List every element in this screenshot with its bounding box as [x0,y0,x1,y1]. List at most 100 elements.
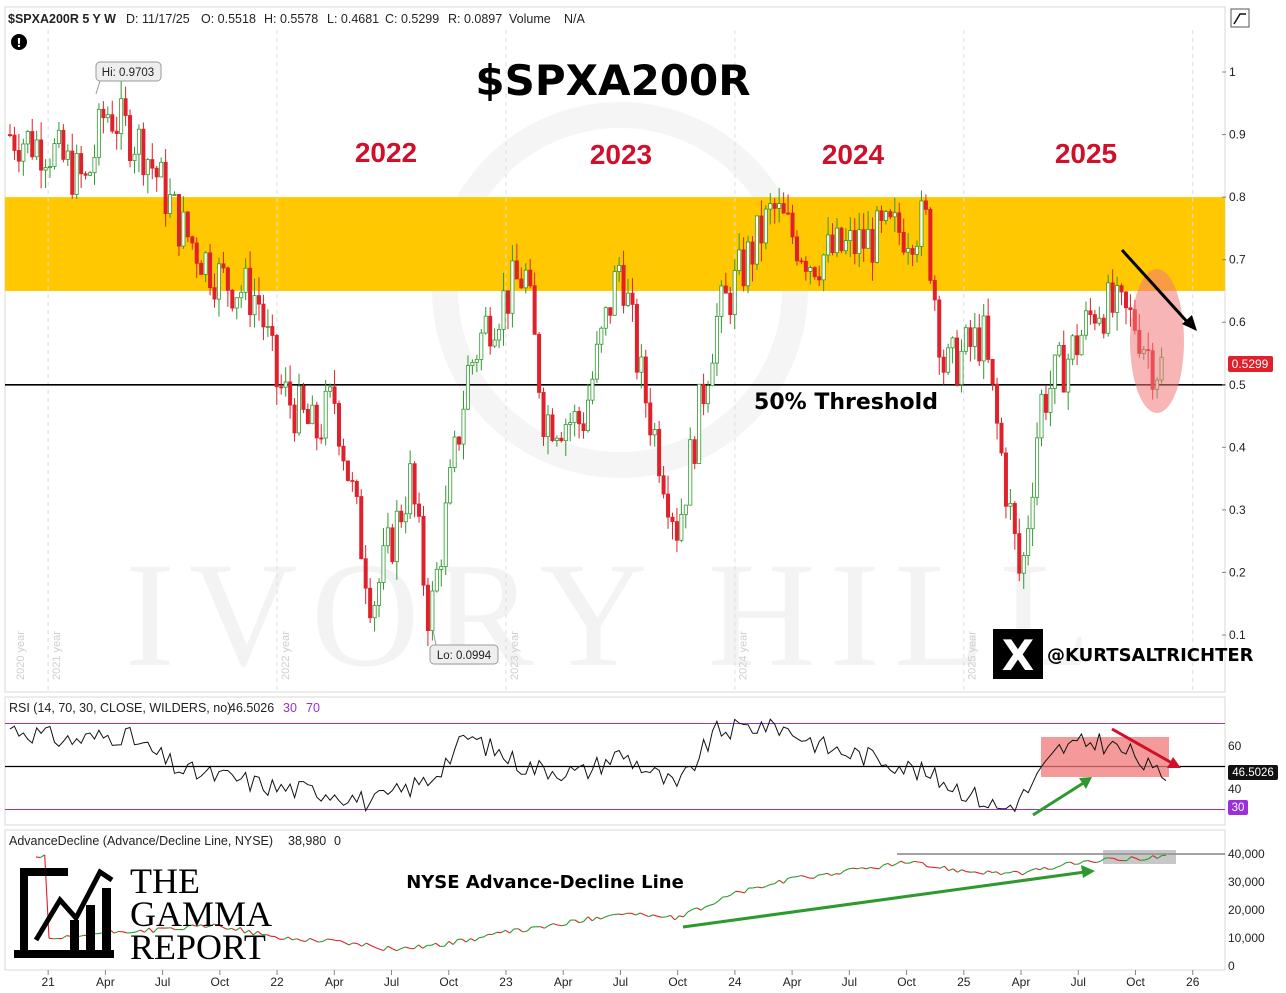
ad-line-segment [943,865,950,871]
ad-line-segment [822,872,828,875]
downtrend-arrowhead [1182,315,1197,331]
ad-line-segment [379,948,384,952]
candle-body [754,215,759,265]
price-axis-tick-label: 0.9 [1229,128,1246,142]
candle-body [457,436,462,445]
candle-body [243,267,248,293]
ad-line-segment [522,930,528,933]
rsi-down-arrowhead [1167,757,1181,768]
candle-body [692,439,697,464]
ad-line-segment [283,936,289,940]
ad-line-segment [114,930,119,934]
ad-line-segment [1078,860,1084,865]
candle-body [314,404,319,439]
ad-line-segment [853,867,858,870]
x-axis-tick-label: 24 [728,975,742,989]
candle-body [319,437,324,440]
vertical-year-label: 2021 year [51,631,63,680]
x-axis-tick-label: Jul [384,975,399,989]
ad-line-segment [787,876,793,879]
ad-line-segment [1144,858,1149,861]
candle-body [728,292,733,315]
alert-icon[interactable]: ! [11,34,27,50]
ad-line-segment [679,915,684,918]
candle-body [790,212,795,238]
header-volume: Volume [509,12,551,26]
rsi-down-arrow [1111,727,1173,765]
chart-title: $SPXA200R [475,56,750,105]
ad-axis-tick-label: 40,000 [1228,847,1265,861]
ad-line-segment [891,863,897,867]
candle-body [412,463,417,505]
ad-line-segment [465,938,471,943]
rsi-tick-40: 40 [1228,782,1242,796]
candle-body [759,215,764,244]
ad-line-segment [1126,856,1132,861]
candle-body [25,131,30,145]
ad-line-segment [909,860,915,864]
candle-body [923,200,928,210]
vertical-year-label: 2022 year [280,631,292,680]
x-axis-tick-label: Apr [1012,975,1031,989]
ad-line-segment [1135,857,1141,861]
ad-line-segment [526,926,532,932]
rsi-tick-60: 60 [1228,739,1242,753]
ad-line-segment [796,875,802,878]
ad-line-segment [631,912,636,916]
ad-line-segment [287,936,293,941]
ad-line-segment [539,926,545,929]
candle-body [683,504,688,515]
ad-line-segment [957,869,963,873]
candle-body [488,315,493,347]
candle-body [617,265,622,272]
ad-line-segment [422,944,428,949]
x-axis-tick-label: 25 [957,975,971,989]
candle-body [545,414,550,437]
ad-line-segment [244,929,250,934]
ad-line-segment [609,913,615,916]
ad-line-segment [509,928,515,934]
ad-line-segment [996,871,1002,876]
candle-body [61,129,66,160]
candle-body [643,356,648,404]
ad-line-segment [896,860,902,865]
candle-body [741,249,746,287]
ad-line-segment [565,919,571,926]
candle-body [296,385,301,434]
candle-body [203,252,208,275]
drawing-tool-icon[interactable] [1230,8,1250,28]
ad-line-segment [1061,862,1067,866]
ad-line-segment [309,937,315,941]
header-close: C: 0.5299 [385,12,439,26]
candle-body [554,437,559,441]
svg-text:0.5299: 0.5299 [1232,357,1269,371]
header-high: H: 0.5578 [264,12,318,26]
candle-body [145,159,150,176]
candle-body [737,249,742,271]
ad-line-segment [209,923,215,927]
candle-body [959,350,964,385]
candle-body [230,289,235,309]
ad-line-segment [726,894,732,898]
candle-body [239,291,244,299]
candle-body [1088,310,1093,316]
ad-line-segment [1039,866,1045,871]
candle-body [581,423,586,432]
candle-body [497,329,502,341]
candle-body [875,210,880,263]
candle-body [408,463,413,515]
ad-line-segment [1013,870,1019,873]
candle-body [83,173,88,176]
ad-line-segment [700,906,706,911]
candle-body [301,385,306,410]
candle-body [274,335,279,388]
ad-line-segment [218,924,224,928]
candle-body [194,242,199,264]
lo-callout: Lo: 0.0994 [429,629,499,665]
ad-up-arrowhead [1081,865,1095,878]
header-date: D: 11/17/25 [126,12,190,26]
header-open: O: 0.5518 [201,12,256,26]
x-axis-tick-label: Jul [842,975,857,989]
candle-body [523,269,528,289]
candle-body [830,234,835,253]
